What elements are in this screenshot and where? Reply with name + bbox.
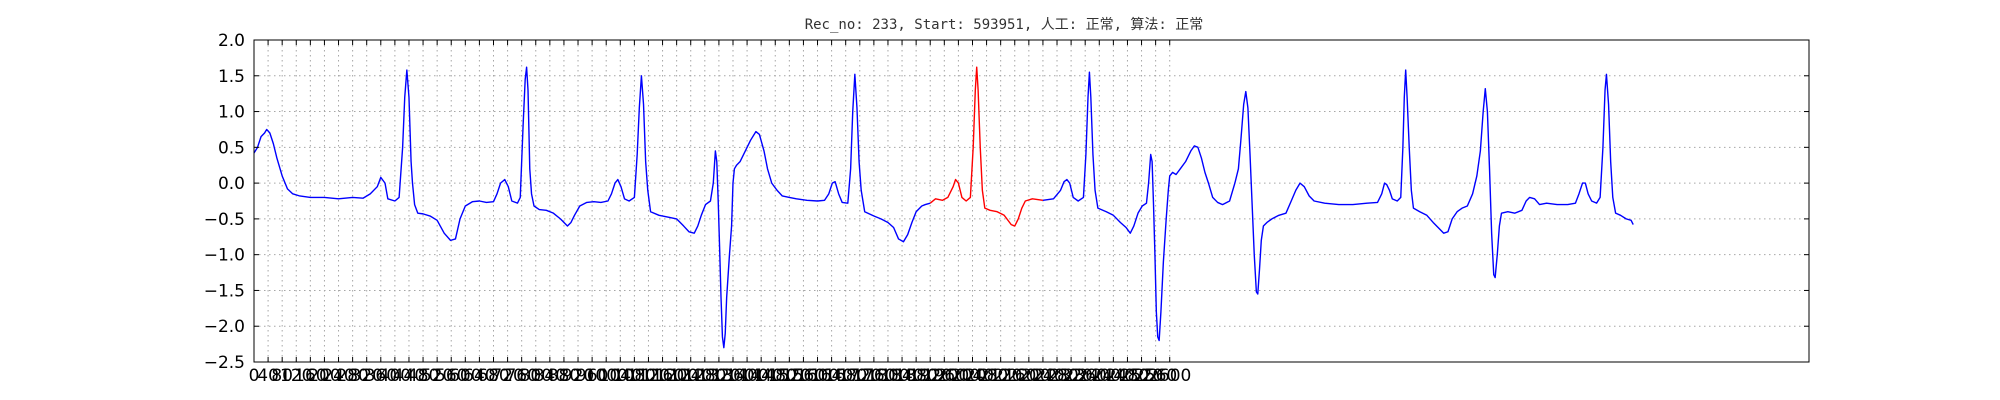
x-tick-label: 1080: [613, 366, 656, 386]
x-tick-label: 480: [407, 366, 439, 386]
x-tick-label: 0: [249, 366, 260, 386]
x-tick-label: 1400: [725, 366, 768, 386]
y-tick-label: 0.0: [218, 174, 245, 194]
x-tick-label: 720: [491, 366, 523, 386]
x-tick-label: 1600: [796, 366, 839, 386]
x-tick-label: 160: [294, 366, 326, 386]
x-tick-label: 1280: [683, 366, 726, 386]
x-tick-label: 320: [350, 366, 382, 386]
y-tick-label: −2.5: [204, 353, 245, 373]
x-tick-label: 2040: [951, 366, 994, 386]
x-tick-label: 120: [280, 366, 312, 386]
x-tick-label: 440: [393, 366, 425, 386]
x-tick-label: 1480: [754, 366, 797, 386]
x-tick-label: 2440: [1092, 366, 1135, 386]
x-tick-label: 1120: [627, 366, 670, 386]
x-tick-label: 1680: [824, 366, 867, 386]
x-tick-label: 2400: [1078, 366, 1121, 386]
x-tick-label: 40: [257, 366, 279, 386]
x-tick-label: 400: [379, 366, 411, 386]
x-tick-label: 2560: [1134, 366, 1177, 386]
y-tick-label: 1.0: [218, 103, 245, 123]
x-tick-label: 2320: [1049, 366, 1092, 386]
y-tick-label: 2.0: [218, 31, 245, 51]
x-tick-label: 280: [336, 366, 368, 386]
y-tick-label: −2.0: [204, 317, 245, 337]
y-axis-ticks: −2.5 −2.0 −1.5 −1.0 −0.5 0.0 0.5 1.0 1.5 2.0: [204, 31, 1809, 373]
x-tick-label: 80: [271, 366, 293, 386]
x-axis-ticks: 0408012016020024028032036040044048052056…: [249, 40, 1191, 386]
x-tick-label: 240: [322, 366, 354, 386]
x-tick-label: 1160: [641, 366, 684, 386]
x-tick-label: 1560: [782, 366, 825, 386]
x-tick-label: 840: [534, 366, 566, 386]
x-tick-label: 1440: [740, 366, 783, 386]
chart-title: Rec_no: 233, Start: 593951, 人工: 正常, 算法: …: [805, 17, 1204, 33]
y-tick-label: −0.5: [204, 210, 245, 230]
y-tick-label: 0.5: [218, 138, 245, 158]
x-tick-label: 1360: [711, 366, 754, 386]
x-tick-label: 760: [505, 366, 537, 386]
x-tick-label: 2600: [1148, 366, 1191, 386]
ecg-traces: [253, 66, 1634, 349]
x-tick-label: 1920: [909, 366, 952, 386]
x-tick-label: 800: [520, 366, 552, 386]
x-tick-label: 2160: [993, 366, 1036, 386]
x-tick-label: 960: [576, 366, 608, 386]
x-tick-label: 1840: [880, 366, 923, 386]
x-tick-label: 1720: [838, 366, 881, 386]
ecg-series-1-line: [253, 66, 931, 349]
y-tick-label: 1.5: [218, 67, 245, 87]
x-tick-label: 1760: [852, 366, 895, 386]
x-tick-label: 2480: [1106, 366, 1149, 386]
x-tick-label: 1240: [669, 366, 712, 386]
ecg-series-2-line: [929, 66, 1044, 227]
x-tick-label: 560: [435, 366, 467, 386]
x-tick-label: 2120: [979, 366, 1022, 386]
x-tick-label: 1040: [599, 366, 642, 386]
x-tick-label: 880: [548, 366, 580, 386]
y-tick-label: −1.0: [204, 246, 245, 266]
x-tick-label: 2080: [965, 366, 1008, 386]
x-tick-label: 2280: [1035, 366, 1078, 386]
ecg-series-3-line: [1042, 69, 1634, 342]
x-tick-label: 1520: [768, 366, 811, 386]
x-tick-label: 920: [562, 366, 594, 386]
x-tick-label: 2000: [937, 366, 980, 386]
x-tick-label: 1880: [895, 366, 938, 386]
x-tick-label: 1640: [810, 366, 853, 386]
y-tick-label: −1.5: [204, 281, 245, 301]
x-tick-label: 2520: [1120, 366, 1163, 386]
x-tick-label: 600: [449, 366, 481, 386]
x-tick-label: 680: [477, 366, 509, 386]
x-tick-label: 2240: [1021, 366, 1064, 386]
x-tick-label: 1960: [923, 366, 966, 386]
x-tick-label: 1800: [866, 366, 909, 386]
x-tick-label: 1320: [697, 366, 740, 386]
x-tick-label: 200: [308, 366, 340, 386]
x-tick-label: 2360: [1064, 366, 1107, 386]
x-tick-label: 640: [463, 366, 495, 386]
x-tick-label: 1000: [585, 366, 628, 386]
plot-area-frame: [253, 39, 1810, 363]
x-tick-label: 1200: [655, 366, 698, 386]
x-tick-label: 520: [421, 366, 453, 386]
x-tick-label: 2200: [1007, 366, 1050, 386]
x-tick-label: 360: [365, 366, 397, 386]
